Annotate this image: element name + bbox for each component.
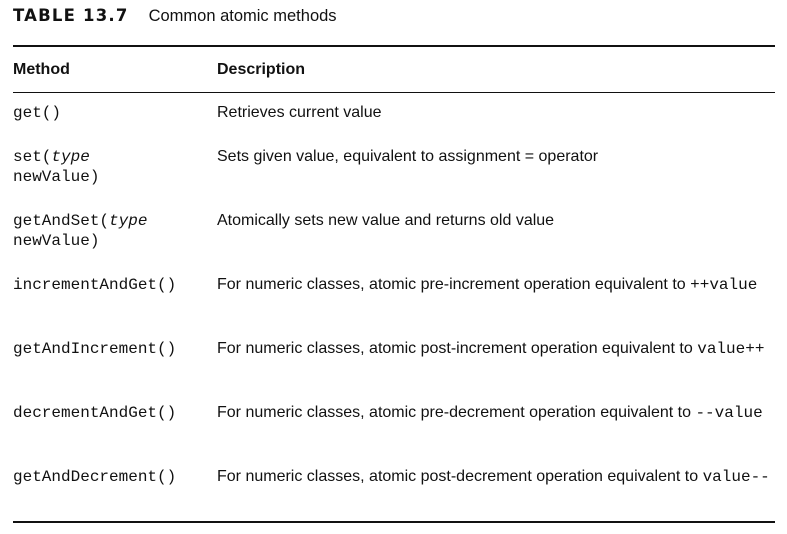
table-bottom-rule	[13, 521, 775, 523]
method-name: get()	[13, 104, 62, 122]
description-text: Atomically sets new value and returns ol…	[217, 212, 555, 229]
description-cell: For numeric classes, atomic post-decreme…	[217, 467, 772, 487]
method-name: incrementAndGet()	[13, 276, 177, 294]
method-name: getAndSet(	[13, 212, 110, 230]
method-param-type: type	[51, 148, 90, 166]
description-text: For numeric classes, atomic post-decreme…	[217, 468, 703, 485]
description-cell: Atomically sets new value and returns ol…	[217, 211, 772, 231]
header-rule	[13, 92, 775, 93]
method-cell: decrementAndGet()	[13, 403, 213, 423]
description-code: value++	[697, 340, 765, 358]
description-code: value--	[702, 468, 770, 486]
description-text: For numeric classes, atomic pre-decremen…	[217, 404, 696, 421]
table-title: Common atomic methods	[148, 7, 337, 25]
description-code: ++value	[690, 276, 758, 294]
method-name: set(	[13, 148, 52, 166]
method-name: getAndIncrement()	[13, 340, 177, 358]
method-cell: set(type newValue)	[13, 147, 213, 187]
table-number: TABLE 13.7	[13, 6, 129, 25]
description-cell: Sets given value, equivalent to assignme…	[217, 147, 772, 167]
method-cell: get()	[13, 103, 213, 123]
column-header-description: Description	[217, 61, 306, 78]
method-cell: getAndIncrement()	[13, 339, 213, 359]
description-cell: For numeric classes, atomic post-increme…	[217, 339, 772, 359]
description-code: --value	[695, 404, 763, 422]
method-cell: incrementAndGet()	[13, 275, 213, 295]
method-cell: getAndSet(type newValue)	[13, 211, 213, 251]
method-name: getAndDecrement()	[13, 468, 177, 486]
description-text: For numeric classes, atomic pre-incremen…	[217, 276, 691, 293]
method-param-rest: newValue)	[13, 232, 100, 250]
description-text: Sets given value, equivalent to assignme…	[217, 148, 599, 165]
method-param-type: type	[109, 212, 148, 230]
column-header-method: Method	[13, 61, 70, 78]
description-cell: Retrieves current value	[217, 103, 772, 123]
description-cell: For numeric classes, atomic pre-decremen…	[217, 403, 772, 423]
description-cell: For numeric classes, atomic pre-incremen…	[217, 275, 772, 295]
method-cell: getAndDecrement()	[13, 467, 213, 487]
method-name: decrementAndGet()	[13, 404, 177, 422]
method-param-rest: newValue)	[13, 168, 100, 186]
description-text: For numeric classes, atomic post-increme…	[217, 340, 698, 357]
description-text: Retrieves current value	[217, 104, 382, 121]
table-top-rule	[13, 45, 775, 47]
table-caption: TABLE 13.7 Common atomic methods	[13, 6, 337, 28]
